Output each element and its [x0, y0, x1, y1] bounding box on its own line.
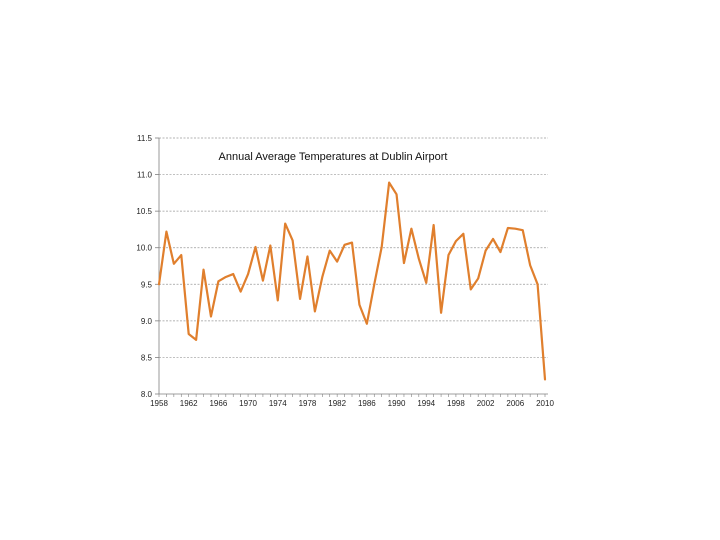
x-tick-label: 1962 [180, 399, 198, 408]
x-tick-label: 1978 [299, 399, 317, 408]
x-tick-label: 1990 [388, 399, 406, 408]
series-line [157, 181, 547, 381]
x-tick-label: 2010 [536, 399, 554, 408]
x-tick-label: 1966 [209, 399, 227, 408]
x-tick-label: 1958 [150, 399, 168, 408]
chart-title: Annual Average Temperatures at Dublin Ai… [219, 151, 448, 163]
y-tick-label: 10.0 [136, 244, 152, 253]
y-tick-label: 11.0 [137, 171, 153, 180]
x-tick-label: 1994 [417, 399, 435, 408]
y-tick-label: 9.0 [141, 317, 153, 326]
y-tick-label: 10.5 [136, 207, 152, 216]
x-tick-label: 1998 [447, 399, 465, 408]
axes: 8.0 8.5 9.0 9.5 10.0 10.5 11.0 11.5 1958 1962 1966… [136, 134, 554, 408]
x-tick-label: 2006 [506, 399, 524, 408]
x-tick-label: 1970 [239, 399, 257, 408]
x-tick-label: 2002 [477, 399, 495, 408]
x-tick-label: 1986 [358, 399, 376, 408]
y-tick-label: 8.5 [141, 353, 153, 362]
series-layer [157, 181, 547, 381]
x-tick-label: 1974 [269, 399, 287, 408]
x-tick-label: 1982 [328, 399, 346, 408]
y-tick-label: 9.5 [141, 280, 153, 289]
y-tick-label: 8.0 [141, 390, 153, 399]
y-tick-label: 11.5 [137, 134, 153, 143]
